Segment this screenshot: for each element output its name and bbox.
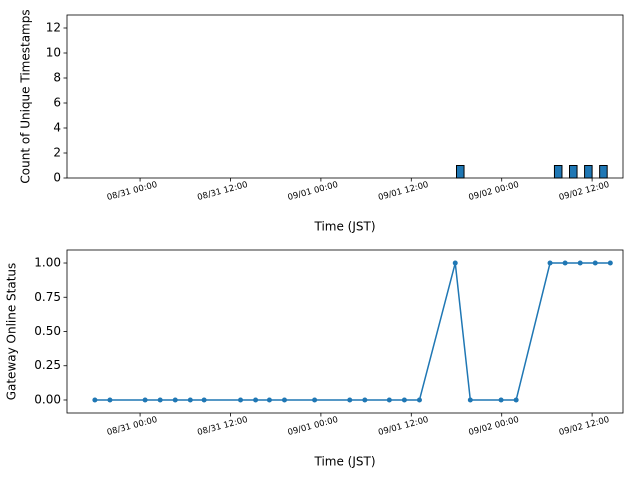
- marker: [157, 397, 163, 403]
- bar: [599, 165, 608, 179]
- x-tick-label: 09/02 00:00: [468, 415, 521, 438]
- y-tick-label: 10: [46, 46, 61, 60]
- marker: [187, 397, 193, 403]
- marker: [547, 260, 553, 266]
- bar: [584, 165, 593, 179]
- marker: [266, 397, 272, 403]
- marker: [201, 397, 207, 403]
- marker: [172, 397, 178, 403]
- x-tick-label: 09/02 00:00: [468, 180, 521, 203]
- x-tick-label: 09/01 12:00: [377, 415, 430, 438]
- x-tick-label: 09/02 12:00: [558, 415, 611, 438]
- y-tick-label: 0.50: [34, 324, 61, 338]
- marker: [386, 397, 392, 403]
- bar: [553, 165, 563, 179]
- y-axis-label: Gateway Online Status: [5, 263, 19, 401]
- marker: [107, 397, 113, 403]
- marker: [362, 397, 368, 403]
- marker: [281, 397, 287, 403]
- marker: [577, 260, 583, 266]
- marker: [312, 397, 318, 403]
- axes-frame: [66, 14, 624, 179]
- marker: [592, 260, 598, 266]
- y-tick-label: 4: [53, 121, 61, 135]
- y-tick-label: 0: [53, 171, 61, 185]
- marker: [452, 260, 458, 266]
- x-tick-label: 08/31 12:00: [196, 180, 249, 203]
- x-tick-label: 08/31 00:00: [106, 180, 159, 203]
- x-tick-label: 09/01 00:00: [287, 415, 340, 438]
- marker: [416, 397, 422, 403]
- y-tick-label: 6: [53, 96, 61, 110]
- x-tick-label: 09/02 12:00: [558, 180, 611, 203]
- marker: [92, 397, 98, 403]
- x-axis-label: Time (JST): [313, 220, 375, 234]
- x-tick-label: 09/01 00:00: [287, 180, 340, 203]
- y-tick-label: 0.00: [34, 392, 61, 406]
- y-tick-label: 8: [53, 71, 61, 85]
- marker: [607, 260, 613, 266]
- y-tick-label: 0.25: [34, 358, 61, 372]
- marker: [253, 397, 259, 403]
- x-tick-label: 08/31 12:00: [196, 415, 249, 438]
- marker: [562, 260, 568, 266]
- x-axis-label: Time (JST): [313, 455, 375, 469]
- bar: [569, 165, 578, 179]
- marker: [347, 397, 353, 403]
- marker: [401, 397, 407, 403]
- y-tick-label: 0.75: [34, 290, 61, 304]
- x-tick-label: 08/31 00:00: [106, 415, 159, 438]
- marker: [467, 397, 473, 403]
- marker: [513, 397, 519, 403]
- series-line: [94, 262, 611, 401]
- axes-frame: [66, 249, 624, 414]
- y-tick-label: 2: [53, 146, 61, 160]
- x-tick-label: 09/01 12:00: [377, 180, 430, 203]
- y-axis-label: Count of Unique Timestamps: [19, 9, 33, 183]
- y-tick-label: 1.00: [34, 256, 61, 270]
- marker: [142, 397, 148, 403]
- y-tick-label: 12: [46, 21, 61, 35]
- marker: [238, 397, 244, 403]
- marker: [498, 397, 504, 403]
- bar: [456, 165, 465, 179]
